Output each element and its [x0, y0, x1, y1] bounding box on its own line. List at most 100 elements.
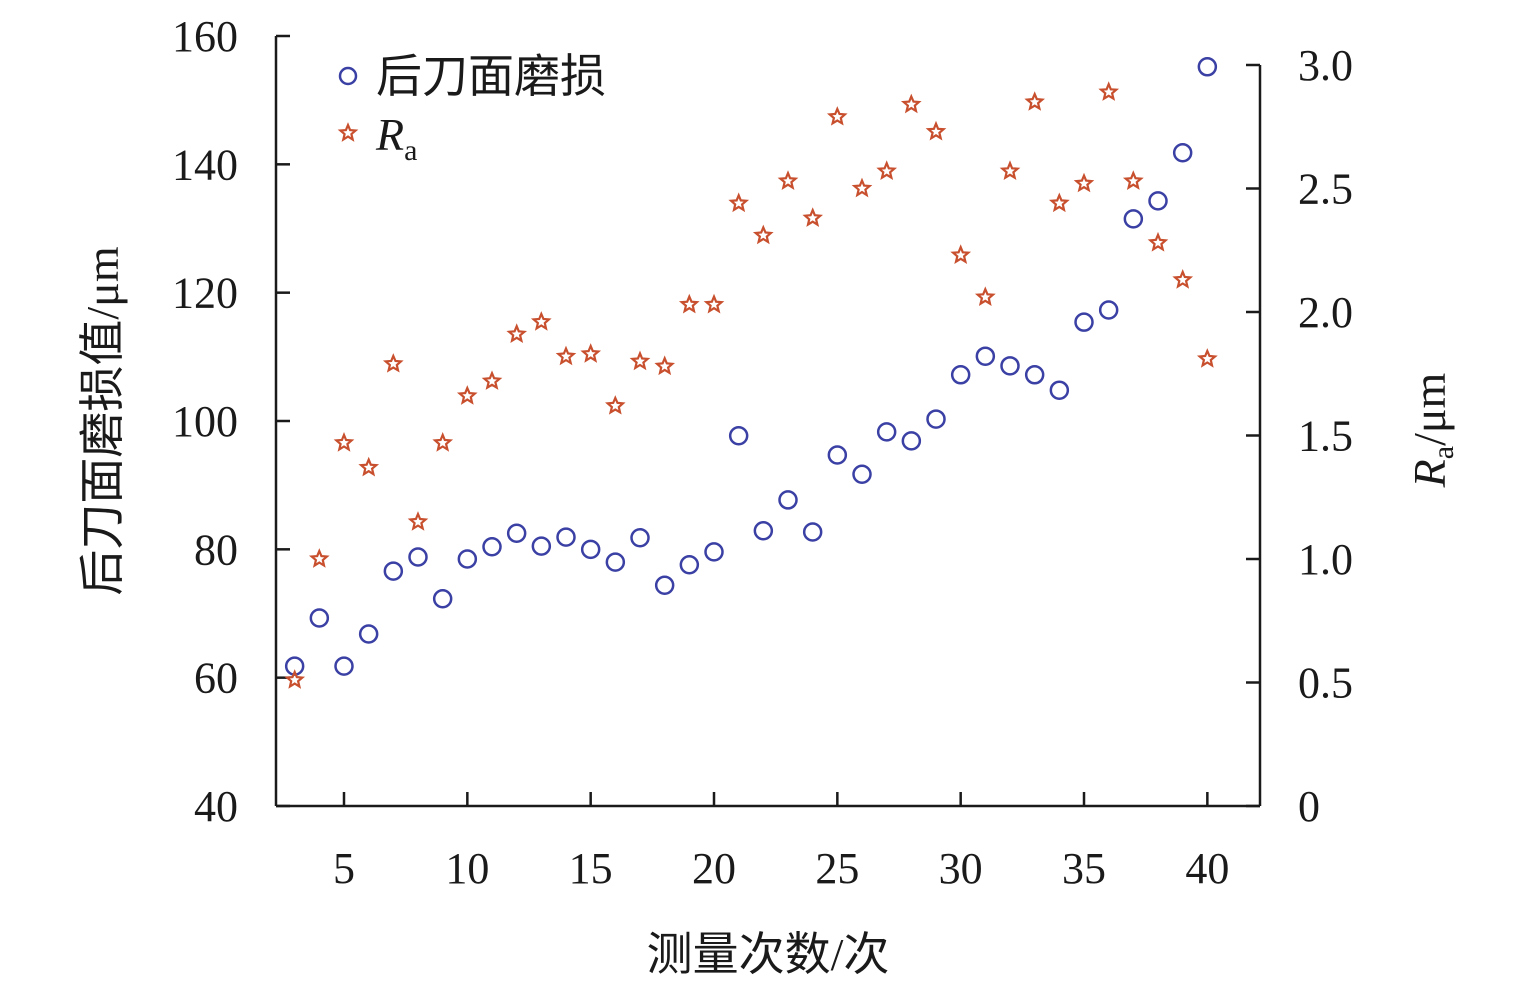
y-left-tick-label: 160 [172, 12, 238, 61]
wear-point [605, 552, 626, 572]
wear-point [1123, 209, 1144, 229]
wear-point [457, 549, 478, 569]
ra-point [382, 353, 404, 373]
ra-point [802, 207, 823, 227]
x-tick-label: 5 [333, 844, 355, 893]
y-left-tick-label: 80 [194, 525, 238, 574]
wear-point [753, 520, 774, 541]
ra-point [851, 177, 873, 198]
ra-point [900, 93, 922, 114]
ra-point [1073, 172, 1095, 193]
ra-point [481, 370, 503, 390]
ra-point [826, 106, 848, 126]
y-left-tick-label: 60 [194, 654, 238, 703]
wear-point [1000, 356, 1020, 376]
wear-point [679, 554, 700, 575]
wear-point [630, 528, 650, 548]
ra-point [605, 395, 626, 415]
ra-point [580, 343, 602, 363]
ra-point [703, 293, 725, 314]
legend-circle-marker [338, 66, 358, 86]
ra-point [1048, 192, 1070, 213]
x-tick-label: 10 [445, 844, 489, 893]
axes [274, 34, 1262, 808]
wear-point [728, 426, 749, 446]
ra-point [555, 345, 577, 366]
wear-point [506, 523, 527, 544]
wear-point [1148, 191, 1168, 211]
ra-point [728, 192, 750, 213]
ra-point [432, 432, 454, 452]
y-right-tick-label: 2.5 [1298, 165, 1353, 214]
y-right-label-sub: a [1427, 446, 1460, 459]
wear-point [950, 365, 971, 385]
wear-point [482, 537, 502, 557]
ra-point [974, 286, 996, 307]
legend-star-marker [337, 122, 359, 142]
y-left-tick-label: 120 [172, 269, 238, 318]
wear-point [802, 522, 823, 542]
x-axis-label: 测量次数/次 [647, 929, 890, 980]
y-right-label-main: R [1404, 459, 1455, 488]
x-tick-label: 35 [1062, 844, 1106, 893]
legend-ra-main: R [375, 109, 404, 160]
ra-point [1147, 231, 1169, 252]
wear-point [704, 542, 724, 562]
wear-point [556, 527, 576, 547]
wear-point [778, 490, 798, 510]
y-right-tick-label: 0.5 [1298, 659, 1353, 708]
ra-point [456, 385, 478, 405]
ra-point [654, 355, 675, 376]
x-tick-label: 20 [692, 844, 736, 893]
tick-labels: 5 10 15 20 25 30 35 40 40 60 80 100 120 140 160 0 0.5 1.0… [172, 12, 1353, 893]
wear-point [1172, 143, 1193, 163]
wear-point [432, 588, 453, 609]
wear-point [383, 561, 404, 581]
ra-point [506, 323, 528, 344]
ra-point [876, 160, 898, 181]
ra-point [925, 120, 947, 141]
x-tick-label: 15 [569, 844, 613, 893]
wear-point [876, 422, 897, 442]
ra-point [358, 456, 380, 477]
y-axis-left-label: 后刀面磨损值/μm [77, 246, 128, 595]
wear-point [580, 539, 601, 560]
y-right-tick-label: 0 [1298, 782, 1320, 831]
y-right-tick-label: 3.0 [1298, 41, 1353, 90]
wear-point [654, 575, 675, 596]
y-left-tick-label: 100 [172, 397, 238, 446]
x-tick-label: 40 [1185, 844, 1229, 893]
wear-point [1197, 57, 1218, 77]
ra-point [333, 432, 355, 452]
x-tick-label: 25 [815, 844, 859, 893]
ra-point [1122, 170, 1144, 190]
wear-point [1024, 365, 1045, 385]
wear-point [1098, 300, 1119, 320]
wear-point [408, 547, 428, 567]
wear-point [1074, 312, 1094, 332]
wear-point [975, 346, 996, 366]
ra-point [1172, 269, 1194, 289]
wear-point [926, 409, 946, 429]
ra-point [1098, 81, 1120, 101]
legend-ra-sub: a [404, 134, 417, 167]
ra-point [950, 244, 972, 265]
ra-point [1196, 348, 1218, 368]
ra-point [777, 170, 799, 190]
y-right-label-unit: /μm [1404, 372, 1455, 445]
legend-label-wear: 后刀面磨损 [376, 51, 606, 102]
y-right-tick-label: 2.0 [1298, 288, 1353, 337]
ra-point [752, 224, 774, 245]
x-tick-label: 30 [939, 844, 983, 893]
ra-point [629, 350, 651, 371]
wear-point [827, 445, 848, 465]
legend-label-ra: Ra [375, 109, 417, 167]
wear-point [531, 536, 552, 556]
ra-point [308, 548, 330, 568]
y-right-tick-label: 1.5 [1298, 412, 1353, 461]
y-axis-right-label: Ra/μm [1404, 372, 1460, 488]
wear-point [1049, 380, 1070, 400]
wear-point [852, 464, 872, 485]
y-left-tick-label: 40 [194, 782, 238, 831]
